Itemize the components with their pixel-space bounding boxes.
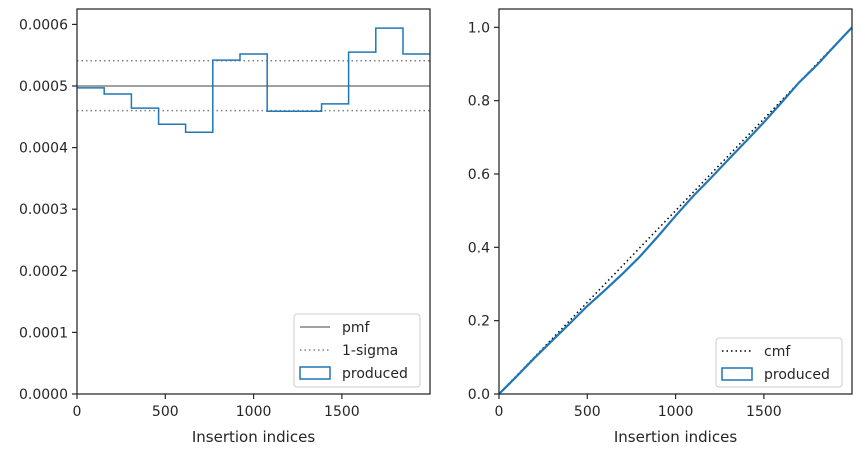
legend-box [715, 337, 843, 388]
y-tick-label: 0.2 [468, 314, 490, 330]
x-tick-label: 1500 [324, 404, 360, 420]
y-tick-label: 0.4 [468, 240, 490, 256]
panel-cmf: 0 500 1000 1500 0.0 0.2 0.4 0.6 0.8 1.0 Insertion … [468, 8, 853, 446]
y-tick-label: 0.0000 [19, 387, 68, 403]
legend-swatch-produced [299, 366, 331, 380]
y-tick-label: 0.0002 [19, 264, 68, 280]
plot-frame [498, 8, 853, 395]
produced-line [498, 26, 853, 395]
x-tick-label: 1000 [236, 404, 272, 420]
y-tick-label: 0.8 [468, 94, 490, 110]
legend-label-produced: produced [342, 366, 408, 382]
y-tick-label: 1.0 [468, 20, 490, 36]
legend-box [293, 313, 421, 388]
x-tick-label: 1000 [658, 404, 694, 420]
legend-label-cmf: cmf [764, 344, 791, 360]
panel-pmf: 0 500 1000 1500 0.0000 0.0001 0.0002 0.0003 0.00… [19, 8, 431, 446]
y-tick-label: 0.0004 [19, 141, 68, 157]
legend-label-produced: produced [764, 367, 830, 383]
legend-label-1-sigma: 1-sigma [342, 343, 398, 359]
x-axis-label: Insertion indices [192, 428, 315, 446]
x-tick-label: 500 [574, 404, 601, 420]
x-tick-label: 500 [152, 404, 179, 420]
legend-label-pmf: pmf [342, 320, 371, 336]
y-tick-label: 0.0006 [19, 17, 68, 33]
x-tick-label: 0 [495, 404, 504, 420]
legend-swatch-produced [721, 367, 753, 381]
y-tick-label: 0.6 [468, 167, 490, 183]
y-tick-label: 0.0 [468, 387, 490, 403]
x-axis-label: Insertion indices [614, 428, 737, 446]
y-tick-label: 0.0001 [19, 325, 68, 341]
y-tick-label: 0.0005 [19, 79, 68, 95]
y-tick-label: 0.0003 [19, 202, 68, 218]
x-tick-label: 1500 [746, 404, 782, 420]
produced-histogram-step [77, 27, 430, 133]
x-tick-label: 0 [73, 404, 82, 420]
